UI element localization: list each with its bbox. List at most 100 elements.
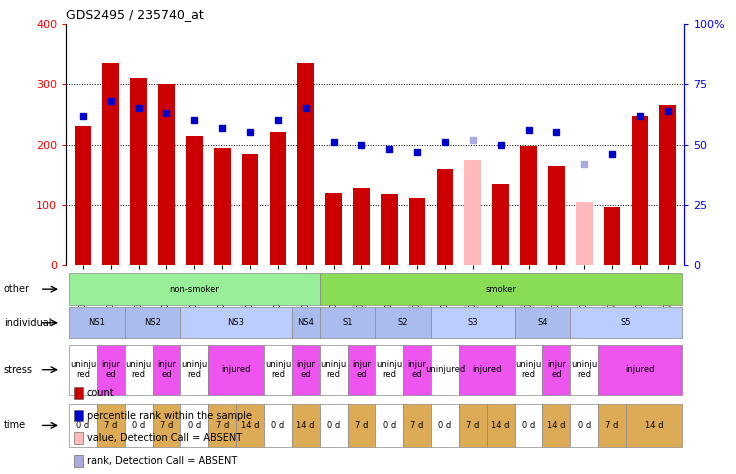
Text: uninju
red: uninju red — [181, 360, 208, 379]
Text: count: count — [87, 388, 115, 398]
Text: smoker: smoker — [485, 285, 516, 293]
Bar — [403, 345, 431, 395]
Bar — [353, 188, 369, 265]
Text: 7 d: 7 d — [104, 421, 118, 430]
Bar — [124, 345, 152, 395]
Bar — [598, 404, 626, 447]
Bar — [492, 184, 509, 265]
Text: uninju
red: uninju red — [376, 360, 403, 379]
Bar — [631, 116, 648, 265]
Bar — [291, 307, 319, 338]
Text: 14 d: 14 d — [297, 421, 315, 430]
Bar — [464, 160, 481, 265]
Text: 0 d: 0 d — [132, 421, 145, 430]
Text: NS3: NS3 — [227, 319, 244, 327]
Text: 0 d: 0 d — [188, 421, 201, 430]
Text: injured: injured — [472, 365, 501, 374]
Bar — [319, 273, 682, 305]
Bar — [514, 307, 570, 338]
Bar — [152, 404, 180, 447]
Text: injur
ed: injur ed — [296, 360, 315, 379]
Text: individual: individual — [4, 318, 52, 328]
Text: stress: stress — [4, 365, 32, 375]
Bar — [186, 136, 202, 265]
Text: injured: injured — [222, 365, 251, 374]
Text: injur
ed: injur ed — [352, 360, 371, 379]
Text: 7 d: 7 d — [411, 421, 424, 430]
Text: uninjured: uninjured — [425, 365, 465, 374]
Text: NS2: NS2 — [144, 319, 161, 327]
Bar — [214, 147, 230, 265]
Text: injur
ed: injur ed — [547, 360, 566, 379]
Text: 14 d: 14 d — [645, 421, 663, 430]
Bar — [626, 404, 682, 447]
Text: uninju
red: uninju red — [515, 360, 542, 379]
Bar — [124, 404, 152, 447]
Bar — [542, 345, 570, 395]
Bar — [431, 307, 514, 338]
Bar — [436, 169, 453, 265]
Bar — [264, 345, 291, 395]
Bar — [514, 404, 542, 447]
Bar — [291, 404, 319, 447]
Text: 0 d: 0 d — [522, 421, 535, 430]
Bar — [431, 404, 459, 447]
Bar — [180, 307, 291, 338]
Text: 0 d: 0 d — [578, 421, 591, 430]
Text: injur
ed: injur ed — [408, 360, 427, 379]
Bar — [297, 63, 314, 265]
Text: 7 d: 7 d — [160, 421, 173, 430]
Bar — [659, 105, 676, 265]
Text: uninju
red: uninju red — [571, 360, 598, 379]
Text: 0 d: 0 d — [439, 421, 452, 430]
Text: uninju
red: uninju red — [265, 360, 291, 379]
Bar — [375, 345, 403, 395]
Bar — [375, 307, 431, 338]
Bar — [208, 404, 236, 447]
Text: value, Detection Call = ABSENT: value, Detection Call = ABSENT — [87, 433, 242, 444]
Bar — [180, 404, 208, 447]
Bar — [319, 404, 347, 447]
Bar — [403, 404, 431, 447]
Bar — [69, 273, 319, 305]
Bar — [124, 307, 180, 338]
Bar — [570, 404, 598, 447]
Text: rank, Detection Call = ABSENT: rank, Detection Call = ABSENT — [87, 456, 237, 466]
Text: injur
ed: injur ed — [102, 360, 120, 379]
Bar — [604, 207, 620, 265]
Bar — [347, 404, 375, 447]
Text: 7 d: 7 d — [466, 421, 480, 430]
Bar — [102, 63, 119, 265]
Text: percentile rank within the sample: percentile rank within the sample — [87, 410, 252, 421]
Bar — [375, 404, 403, 447]
Bar — [180, 345, 208, 395]
Text: 0 d: 0 d — [272, 421, 285, 430]
Bar — [408, 198, 425, 265]
Bar — [158, 84, 175, 265]
Text: uninju
red: uninju red — [70, 360, 96, 379]
Text: 7 d: 7 d — [355, 421, 368, 430]
Bar — [130, 78, 147, 265]
Bar — [236, 404, 264, 447]
Bar — [69, 307, 124, 338]
Text: S4: S4 — [537, 319, 548, 327]
Bar — [486, 404, 514, 447]
Text: non-smoker: non-smoker — [169, 285, 219, 293]
Bar — [514, 345, 542, 395]
Text: 7 d: 7 d — [606, 421, 619, 430]
Text: time: time — [4, 420, 26, 430]
Bar — [69, 345, 97, 395]
Text: 14 d: 14 d — [492, 421, 510, 430]
Text: 14 d: 14 d — [547, 421, 566, 430]
Text: uninju
red: uninju red — [126, 360, 152, 379]
Text: 0 d: 0 d — [327, 421, 340, 430]
Bar — [542, 404, 570, 447]
Bar — [548, 166, 565, 265]
Bar — [459, 345, 514, 395]
Bar — [97, 404, 124, 447]
Bar — [520, 146, 537, 265]
Text: 0 d: 0 d — [383, 421, 396, 430]
Bar — [69, 404, 97, 447]
Bar — [74, 127, 91, 265]
Text: 7 d: 7 d — [216, 421, 229, 430]
